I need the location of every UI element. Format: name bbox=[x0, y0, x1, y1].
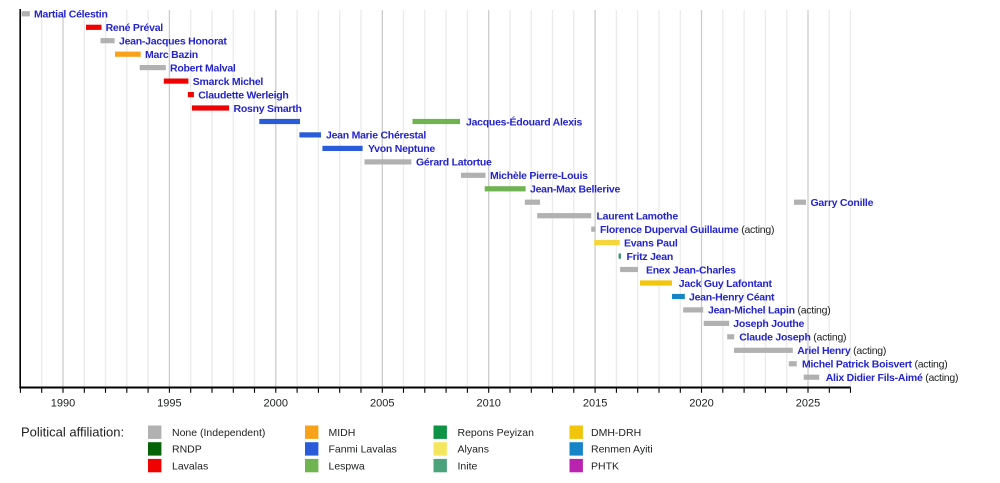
svg-text:Martial Célestin: Martial Célestin bbox=[34, 9, 108, 21]
svg-text:Marc Bazin: Marc Bazin bbox=[145, 49, 198, 61]
svg-text:Lespwa: Lespwa bbox=[329, 460, 365, 472]
svg-text:Jean-Michel Lapin (acting): Jean-Michel Lapin (acting) bbox=[708, 305, 830, 317]
svg-text:Jean-Max Bellerive: Jean-Max Bellerive bbox=[530, 184, 620, 196]
svg-text:Joseph Jouthe: Joseph Jouthe bbox=[733, 318, 804, 330]
svg-text:Claudette Werleigh: Claudette Werleigh bbox=[198, 89, 288, 101]
svg-text:2000: 2000 bbox=[264, 398, 288, 410]
svg-text:Jean-Henry Céant: Jean-Henry Céant bbox=[689, 291, 775, 303]
svg-text:Renmen Ayiti: Renmen Ayiti bbox=[591, 444, 653, 456]
svg-text:RNDP: RNDP bbox=[172, 444, 202, 456]
svg-text:René Préval: René Préval bbox=[106, 22, 164, 34]
svg-text:Florence Duperval Guillaume (a: Florence Duperval Guillaume (acting) bbox=[600, 224, 774, 236]
svg-text:Robert Malval: Robert Malval bbox=[170, 62, 236, 74]
svg-text:None (Independent): None (Independent) bbox=[172, 427, 265, 439]
svg-text:Rosny Smarth: Rosny Smarth bbox=[234, 103, 302, 115]
svg-text:Yvon Neptune: Yvon Neptune bbox=[368, 143, 435, 155]
svg-text:2025: 2025 bbox=[796, 398, 820, 410]
svg-text:Garry Conille: Garry Conille bbox=[811, 197, 874, 209]
svg-text:Evans Paul: Evans Paul bbox=[624, 237, 678, 249]
svg-text:MIDH: MIDH bbox=[329, 427, 356, 439]
svg-text:Fritz Jean: Fritz Jean bbox=[627, 251, 674, 263]
svg-text:Laurent Lamothe: Laurent Lamothe bbox=[597, 211, 679, 223]
svg-text:2005: 2005 bbox=[370, 398, 394, 410]
svg-text:Michel Patrick Boisvert (actin: Michel Patrick Boisvert (acting) bbox=[802, 359, 947, 371]
svg-text:Jack Guy Lafontant: Jack Guy Lafontant bbox=[679, 278, 773, 290]
svg-text:Jean Marie Chérestal: Jean Marie Chérestal bbox=[326, 130, 426, 142]
svg-text:Lavalas: Lavalas bbox=[172, 460, 208, 472]
svg-text:2010: 2010 bbox=[476, 398, 500, 410]
svg-text:1990: 1990 bbox=[51, 398, 75, 410]
svg-text:Alix Didier Fils-Aimé (acting): Alix Didier Fils-Aimé (acting) bbox=[826, 372, 959, 384]
svg-text:Smarck Michel: Smarck Michel bbox=[193, 76, 264, 88]
svg-text:Jacques-Édouard Alexis: Jacques-Édouard Alexis bbox=[466, 115, 582, 128]
svg-text:PHTK: PHTK bbox=[591, 460, 619, 472]
svg-text:Fanmi Lavalas: Fanmi Lavalas bbox=[329, 444, 397, 456]
svg-text:Enex Jean-Charles: Enex Jean-Charles bbox=[646, 264, 736, 276]
svg-text:Jean-Jacques Honorat: Jean-Jacques Honorat bbox=[119, 36, 227, 48]
svg-text:2015: 2015 bbox=[583, 398, 607, 410]
svg-text:Gérard Latortue: Gérard Latortue bbox=[416, 157, 492, 169]
svg-text:Michèle Pierre-Louis: Michèle Pierre-Louis bbox=[490, 170, 588, 182]
svg-text:Political affiliation:: Political affiliation: bbox=[21, 425, 124, 440]
svg-text:1995: 1995 bbox=[157, 398, 181, 410]
svg-text:Ariel Henry (acting): Ariel Henry (acting) bbox=[797, 345, 886, 357]
svg-text:2020: 2020 bbox=[689, 398, 713, 410]
svg-text:DMH-DRH: DMH-DRH bbox=[591, 427, 641, 439]
svg-text:Alyans: Alyans bbox=[458, 444, 490, 456]
svg-text:Repons Peyizan: Repons Peyizan bbox=[458, 427, 535, 439]
svg-text:Inite: Inite bbox=[458, 460, 478, 472]
svg-text:Claude Joseph (acting): Claude Joseph (acting) bbox=[739, 332, 846, 344]
